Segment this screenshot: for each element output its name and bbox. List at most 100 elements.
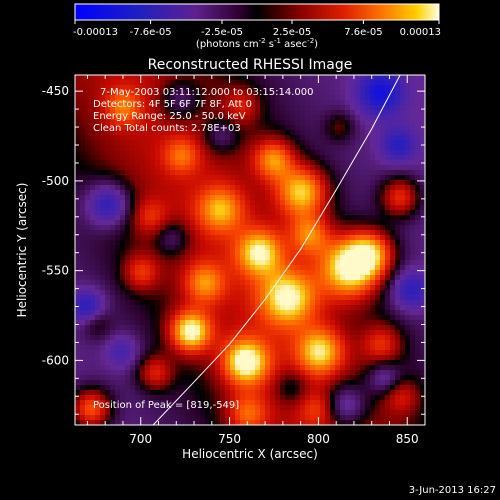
heatmap-cell — [225, 365, 231, 371]
heatmap-cell — [405, 185, 411, 191]
heatmap-cell — [210, 285, 216, 291]
heatmap-cell — [190, 250, 196, 256]
heatmap-cell — [135, 235, 141, 241]
heatmap-cell — [330, 140, 336, 146]
heatmap-cell — [385, 320, 391, 326]
heatmap-cell — [345, 350, 351, 356]
heatmap-cell — [240, 380, 246, 386]
heatmap-cell — [195, 250, 201, 256]
heatmap-cell — [365, 415, 371, 421]
heatmap-cell — [200, 170, 206, 176]
heatmap-cell — [105, 415, 111, 421]
heatmap-cell — [205, 140, 211, 146]
heatmap-cell — [315, 405, 321, 411]
heatmap-cell — [285, 400, 291, 406]
heatmap-cell — [120, 235, 126, 241]
heatmap-cell — [275, 170, 281, 176]
heatmap-cell — [255, 210, 261, 216]
heatmap-cell — [390, 310, 396, 316]
heatmap-cell — [295, 330, 301, 336]
heatmap-cell — [125, 360, 131, 366]
heatmap-cell — [270, 230, 276, 236]
heatmap-cell — [295, 275, 301, 281]
heatmap-cell — [220, 395, 226, 401]
heatmap-cell — [240, 175, 246, 181]
heatmap-cell — [215, 390, 221, 396]
heatmap-cell — [325, 110, 331, 116]
heatmap-cell — [340, 105, 346, 111]
heatmap-cell — [130, 320, 136, 326]
heatmap-cell — [405, 90, 411, 96]
heatmap-cell — [110, 195, 116, 201]
heatmap-cell — [150, 80, 156, 86]
heatmap-cell — [410, 200, 416, 206]
heatmap-cell — [420, 220, 425, 226]
heatmap-cell — [375, 250, 381, 256]
heatmap-cell — [280, 135, 286, 141]
heatmap-cell — [175, 240, 181, 246]
heatmap-cell — [160, 120, 166, 126]
heatmap-cell — [195, 345, 201, 351]
heatmap-cell — [265, 400, 271, 406]
heatmap-cell — [80, 360, 86, 366]
heatmap-cell — [150, 305, 156, 311]
heatmap-cell — [220, 185, 226, 191]
heatmap-cell — [180, 265, 186, 271]
heatmap-cell — [215, 145, 221, 151]
heatmap-cell — [400, 210, 406, 216]
heatmap-cell — [200, 225, 206, 231]
heatmap-cell — [140, 405, 146, 411]
heatmap-cell — [210, 205, 216, 211]
heatmap-cell — [355, 330, 361, 336]
heatmap-cell — [155, 115, 161, 121]
heatmap-cell — [155, 255, 161, 261]
heatmap-cell — [410, 345, 416, 351]
heatmap-cell — [310, 260, 316, 266]
heatmap-cell — [290, 420, 296, 425]
heatmap-cell — [410, 325, 416, 331]
heatmap-cell — [160, 135, 166, 141]
heatmap-cell — [385, 270, 391, 276]
heatmap-cell — [90, 135, 96, 141]
heatmap-cell — [265, 115, 271, 121]
heatmap-cell — [210, 180, 216, 186]
heatmap-cell — [120, 380, 126, 386]
heatmap-cell — [145, 340, 151, 346]
heatmap-cell — [205, 315, 211, 321]
heatmap-cell — [420, 395, 425, 401]
heatmap-cell — [260, 420, 266, 425]
heatmap-cell — [400, 175, 406, 181]
heatmap-cell — [160, 250, 166, 256]
heatmap-cell — [335, 160, 341, 166]
heatmap-cell — [405, 265, 411, 271]
heatmap-cell — [300, 400, 306, 406]
heatmap-cell — [290, 75, 296, 81]
heatmap-cell — [265, 410, 271, 416]
heatmap-cell — [105, 400, 111, 406]
heatmap-cell — [255, 350, 261, 356]
heatmap-cell — [330, 340, 336, 346]
heatmap-cell — [285, 100, 291, 106]
heatmap-cell — [155, 120, 161, 126]
heatmap-cell — [245, 190, 251, 196]
heatmap-cell — [370, 225, 376, 231]
heatmap-cell — [240, 95, 246, 101]
heatmap-cell — [230, 170, 236, 176]
heatmap-cell — [185, 165, 191, 171]
heatmap-cell — [150, 395, 156, 401]
heatmap-cell — [300, 340, 306, 346]
heatmap-cell — [130, 275, 136, 281]
heatmap-cell — [215, 205, 221, 211]
heatmap-cell — [270, 100, 276, 106]
heatmap-cell — [190, 280, 196, 286]
y-tick-label: -550 — [42, 264, 69, 278]
heatmap-cell — [375, 170, 381, 176]
heatmap-cell — [360, 410, 366, 416]
heatmap-cell — [230, 115, 236, 121]
heatmap-cell — [95, 205, 101, 211]
heatmap-cell — [280, 265, 286, 271]
heatmap-cell — [415, 195, 421, 201]
heatmap-cell — [400, 260, 406, 266]
heatmap-cell — [325, 230, 331, 236]
heatmap-cell — [150, 105, 156, 111]
